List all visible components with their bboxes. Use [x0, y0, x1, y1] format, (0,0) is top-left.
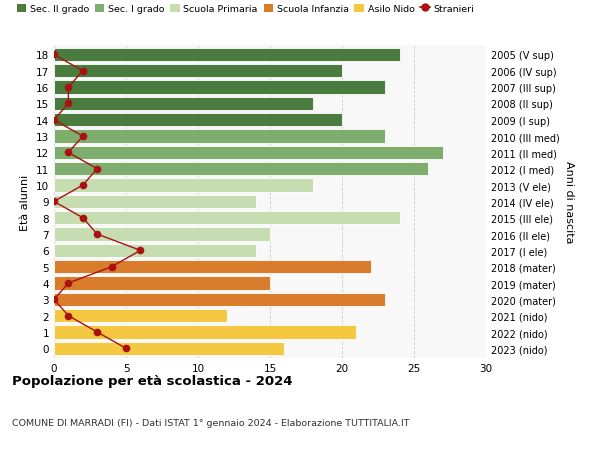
- Bar: [54, 49, 400, 62]
- Y-axis label: Età alunni: Età alunni: [20, 174, 31, 230]
- Bar: [54, 195, 256, 209]
- Bar: [54, 98, 313, 111]
- Bar: [54, 309, 227, 323]
- Bar: [54, 130, 385, 144]
- Bar: [54, 146, 443, 160]
- Bar: [54, 179, 313, 192]
- Bar: [54, 114, 342, 127]
- Bar: [54, 162, 428, 176]
- Bar: [54, 228, 270, 241]
- Bar: [54, 65, 342, 78]
- Bar: [54, 244, 256, 257]
- Bar: [54, 277, 270, 290]
- Bar: [54, 81, 385, 95]
- Bar: [54, 260, 371, 274]
- Legend: Sec. II grado, Sec. I grado, Scuola Primaria, Scuola Infanzia, Asilo Nido, Stran: Sec. II grado, Sec. I grado, Scuola Prim…: [17, 5, 474, 14]
- Text: COMUNE DI MARRADI (FI) - Dati ISTAT 1° gennaio 2024 - Elaborazione TUTTITALIA.IT: COMUNE DI MARRADI (FI) - Dati ISTAT 1° g…: [12, 418, 409, 427]
- Bar: [54, 325, 356, 339]
- Y-axis label: Anni di nascita: Anni di nascita: [563, 161, 574, 243]
- Text: Popolazione per età scolastica - 2024: Popolazione per età scolastica - 2024: [12, 374, 293, 387]
- Bar: [54, 293, 385, 306]
- Bar: [54, 212, 400, 225]
- Bar: [54, 342, 284, 355]
